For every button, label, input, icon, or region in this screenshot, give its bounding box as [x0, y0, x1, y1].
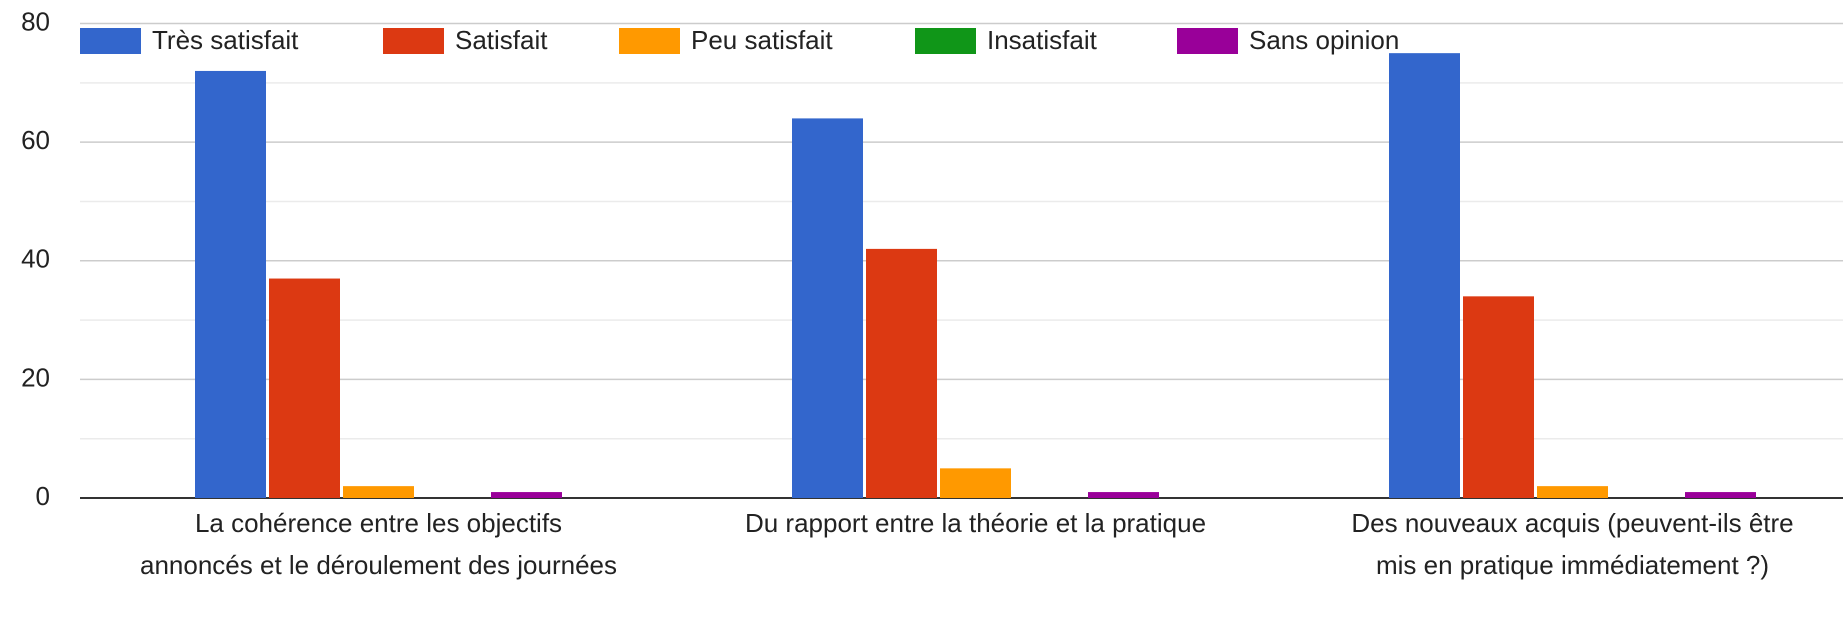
- bar: [195, 70, 266, 498]
- bar: [343, 486, 414, 498]
- bar: [1389, 53, 1460, 498]
- legend-swatch: [915, 28, 976, 54]
- legend-label: Très satisfait: [152, 25, 299, 55]
- y-tick-label: 0: [36, 481, 50, 511]
- bar: [1537, 486, 1608, 498]
- legend-swatch: [80, 28, 141, 54]
- bar: [1685, 492, 1756, 498]
- y-tick-label: 40: [21, 244, 50, 274]
- bar: [1463, 296, 1534, 498]
- y-tick-label: 80: [21, 6, 50, 36]
- bar: [491, 492, 562, 498]
- x-tick-label: Du rapport entre la théorie et la pratiq…: [744, 508, 1207, 538]
- legend-swatch: [383, 28, 444, 54]
- legend-label: Peu satisfait: [691, 25, 833, 55]
- y-tick-label: 60: [21, 125, 50, 155]
- bar: [866, 248, 937, 498]
- y-tick-label: 20: [21, 362, 50, 392]
- bar: [1088, 492, 1159, 498]
- x-tick-label: La cohérence entre les objectifs annoncé…: [140, 508, 617, 580]
- legend-label: Sans opinion: [1249, 25, 1399, 55]
- legend-swatch: [1177, 28, 1238, 54]
- bar: [269, 278, 340, 498]
- legend-label: Insatisfait: [987, 25, 1098, 55]
- bar: [792, 118, 863, 499]
- legend-swatch: [619, 28, 680, 54]
- legend-label: Satisfait: [455, 25, 548, 55]
- bar: [940, 468, 1011, 498]
- x-tick-label: Des nouveaux acquis (peuvent-ils être mi…: [1351, 508, 1794, 580]
